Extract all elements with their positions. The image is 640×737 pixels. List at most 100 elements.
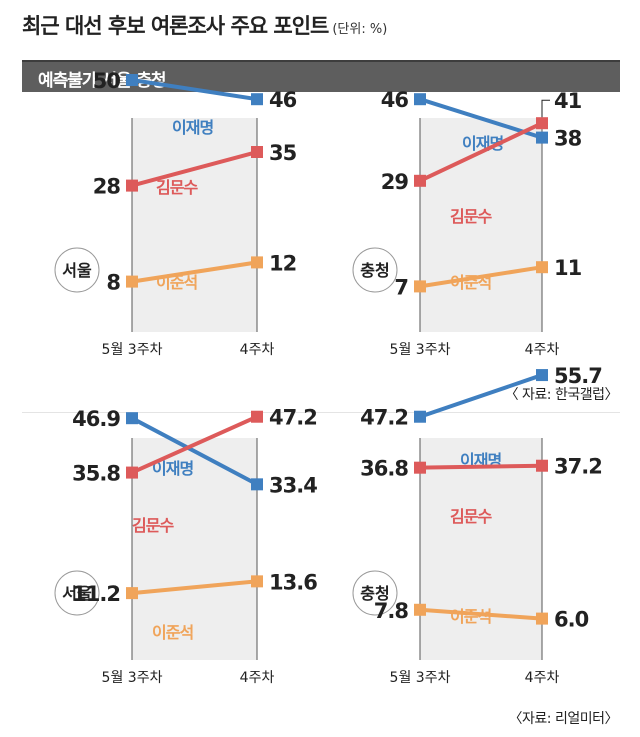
chart-svg: 5월 3주차 4주차 서울 50 46 이재명 28 35 김문수 8 12 이준석 (54, 69, 298, 358)
data-label: 38 (554, 127, 582, 151)
region-badge (352, 570, 398, 616)
x-tick-label: 5월 3주차 (390, 342, 451, 358)
data-point (536, 459, 548, 472)
series-line (130, 416, 259, 487)
data-label: 33.4 (269, 473, 317, 497)
chart-panel-seoul-realmeter: 5월 3주차 4주차 서울 46.9 33.4 이재명 35.8 47.2 김문수 11.2 13.… (22, 406, 318, 700)
data-label: 37.2 (554, 455, 602, 479)
data-label: 7 (394, 275, 408, 299)
series-name-label: 이준석 (152, 623, 193, 642)
x-tick-label: 4주차 (525, 670, 560, 686)
data-label: 28 (93, 175, 121, 199)
series-name-label: 이재명 (172, 118, 213, 137)
data-label: 47.2 (269, 406, 317, 430)
data-point (414, 603, 426, 616)
data-label: 35 (269, 141, 297, 165)
chart-panel-chungcheong-gallup: 5월 3주차 4주차 충청 46 38 이재명 29 41 김문수 7 11 이준석 (320, 88, 620, 380)
data-point (536, 131, 548, 144)
series-line (418, 463, 544, 470)
subtitle-bar: 예측불가 서울·충청 (22, 60, 620, 92)
data-point (251, 146, 263, 158)
data-point (536, 117, 548, 130)
region-label: 서울 (62, 584, 92, 603)
data-label: 13.6 (269, 570, 317, 594)
series-line (418, 373, 544, 419)
series-line (130, 579, 259, 596)
data-point (414, 93, 426, 106)
data-point (251, 256, 263, 269)
data-label: 55.7 (554, 364, 602, 388)
series-name-label: 이준석 (450, 273, 491, 292)
series-line (130, 260, 259, 284)
series-line (130, 78, 259, 102)
data-point (251, 93, 263, 106)
data-label: 12 (269, 251, 296, 275)
series-name-label: 김문수 (450, 507, 492, 526)
region-label: 충청 (360, 584, 389, 603)
period-band (420, 438, 542, 660)
chart-svg: 5월 3주차 4주차 서울 46.9 33.4 이재명 35.8 47.2 김문수 11.2 13.… (54, 406, 318, 686)
series-name-label: 김문수 (156, 178, 198, 197)
chart-svg: 5월 3주차 4주차 충청 46 38 이재명 29 41 김문수 7 11 이준석 (352, 88, 583, 358)
data-label: 46 (381, 88, 409, 112)
series-line (418, 607, 544, 621)
x-tick-label: 4주차 (525, 342, 560, 358)
series-name-label: 이재명 (152, 459, 193, 478)
data-point (126, 412, 138, 425)
x-tick-label: 4주차 (240, 342, 275, 358)
series-name-label: 김문수 (132, 516, 174, 535)
data-point (414, 174, 426, 187)
region-label: 충청 (360, 261, 389, 280)
data-label: 47.2 (360, 406, 408, 430)
data-label: 11 (554, 256, 582, 280)
title-text: 최근 대선 후보 여론조사 주요 포인트 (22, 14, 329, 38)
data-point (126, 466, 138, 479)
data-point (536, 261, 548, 274)
source-realmeter: 〈자료: 리얼미터〉 (508, 711, 619, 727)
series-name-label: 이재명 (462, 134, 503, 153)
data-label: 6.0 (554, 608, 589, 632)
data-point (251, 478, 263, 491)
data-point (414, 410, 426, 423)
region-badge (54, 570, 100, 616)
data-label: 8 (106, 271, 120, 295)
source-gallup: 〈 자료: 한국갤럽〉 (504, 387, 619, 403)
data-point (126, 179, 138, 192)
period-band (132, 438, 257, 660)
data-point (414, 280, 426, 293)
chart-title: 최근 대선 후보 여론조사 주요 포인트 (단위: %) (22, 10, 387, 40)
data-point (536, 612, 548, 625)
data-label: 7.8 (374, 599, 409, 623)
region-badge (54, 247, 100, 293)
series-line (130, 414, 259, 475)
data-point (251, 410, 263, 423)
data-point (414, 461, 426, 474)
region-badge (352, 247, 398, 293)
data-label: 46 (269, 88, 297, 112)
series-name-label: 이준석 (156, 273, 197, 292)
data-label: 50 (93, 69, 121, 93)
data-label: 29 (381, 170, 409, 194)
chart-panel-chungcheong-realmeter: 5월 3주차 4주차 충청 47.2 55.7 이재명 36.8 37.2 김문수 7.8 6.0 이… (320, 364, 620, 700)
series-name-label: 이준석 (450, 607, 491, 626)
x-tick-label: 4주차 (240, 670, 275, 686)
leader-line (541, 99, 550, 118)
data-label: 46.9 (72, 407, 120, 431)
series-line (130, 150, 259, 188)
chart-panel-seoul-gallup: 5월 3주차 4주차 서울 50 46 이재명 28 35 김문수 8 12 이준석 (22, 69, 317, 380)
data-point (126, 587, 138, 600)
unit-label: (단위: %) (332, 22, 388, 37)
data-point (251, 575, 263, 588)
data-point (126, 74, 138, 86)
data-point (126, 275, 138, 288)
data-label: 11.2 (72, 582, 120, 606)
series-name-label: 김문수 (450, 207, 492, 226)
data-label: 35.8 (72, 462, 120, 486)
series-line (418, 121, 544, 183)
data-label: 41 (554, 89, 582, 113)
x-tick-label: 5월 3주차 (390, 670, 451, 686)
section-divider (22, 412, 620, 413)
data-point (536, 369, 548, 382)
period-band (132, 118, 257, 332)
